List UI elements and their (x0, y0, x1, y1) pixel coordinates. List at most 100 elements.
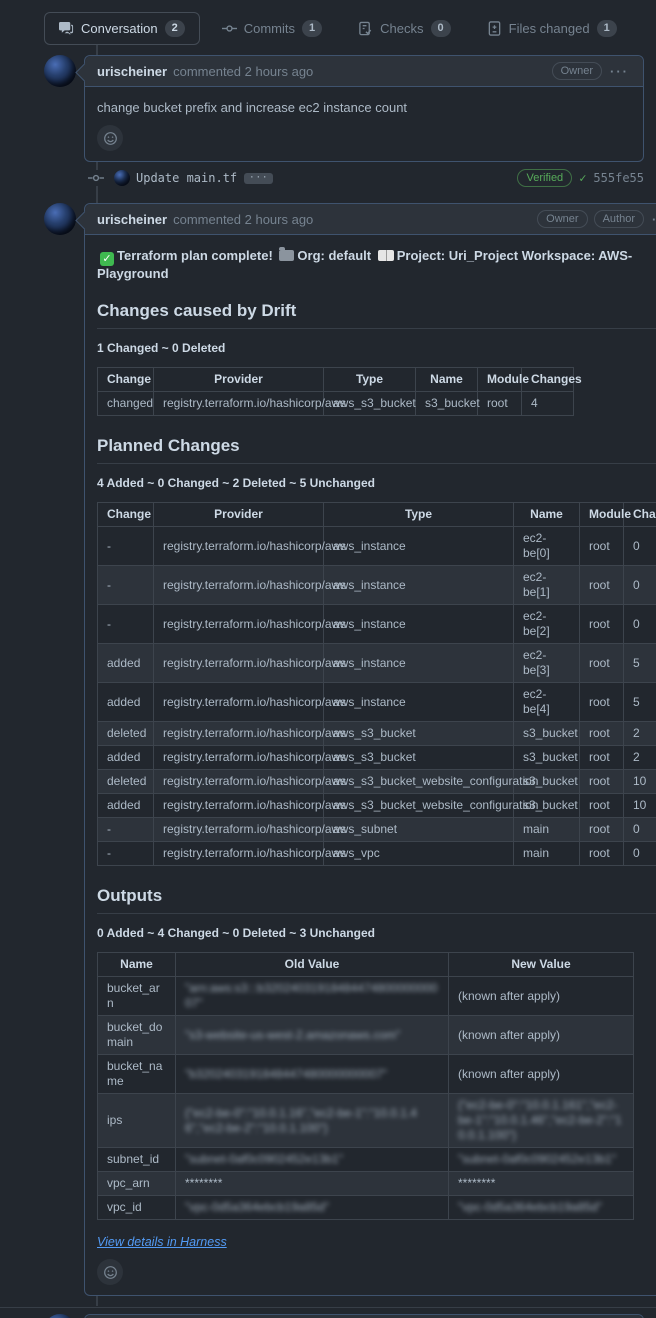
redacted-value: "s3-website-us-west-2.amazonaws.com" (185, 1027, 401, 1042)
table-cell: root (579, 643, 624, 683)
git-commit-icon (88, 170, 104, 186)
add-reaction-button[interactable] (97, 1259, 123, 1285)
table-row: vpc_arn ******** ******** (97, 1171, 634, 1196)
tab-count: 2 (164, 20, 185, 37)
table-cell: registry.terraform.io/hashicorp/aws (153, 643, 346, 683)
redacted-value: {"ec2-be-0":"10.0.1.161","ec2-be-1":"10.… (458, 1098, 622, 1142)
redacted-value: "b3202403191848447480000000007" (185, 1066, 388, 1081)
commit-expander-button[interactable]: ··· (244, 172, 274, 184)
check-mark-emoji: ✓ (100, 252, 114, 266)
table-cell: aws_s3_bucket (323, 745, 514, 770)
table-cell: {"ec2-be-0":"10.0.1.161","ec2-be-1":"10.… (448, 1093, 634, 1148)
tab-checks[interactable]: Checks 0 (344, 13, 464, 44)
verified-badge[interactable]: Verified (517, 169, 573, 187)
planned-summary: 4 Added ~ 0 Changed ~ 2 Deleted ~ 5 Unch… (97, 476, 375, 490)
table-cell: ips (97, 1093, 176, 1148)
table-cell: root (579, 841, 624, 866)
table-row: added registry.terraform.io/hashicorp/aws… (97, 745, 656, 770)
table-cell: - (97, 817, 154, 842)
table-row: - registry.terraform.io/hashicorp/aws aws_… (97, 526, 656, 566)
book-emoji (377, 250, 394, 261)
table-row: - registry.terraform.io/hashicorp/aws aws_… (97, 604, 656, 644)
table-cell: vpc_id (97, 1195, 176, 1220)
table-cell: aws_subnet (323, 817, 514, 842)
table-cell: - (97, 526, 154, 566)
table-cell: registry.terraform.io/hashicorp/aws (153, 391, 346, 416)
table-cell: aws_instance (323, 682, 514, 722)
checklist-icon (358, 21, 373, 36)
comment-header: urischeiner commented 2 hours ago Owner … (85, 204, 656, 235)
table-cell: registry.terraform.io/hashicorp/aws (153, 526, 346, 566)
plan-status-line: ✓ Terraform plan complete! Org: default P… (97, 247, 633, 281)
kebab-menu-icon[interactable]: ··· (650, 212, 656, 227)
table-cell: root (579, 565, 624, 605)
table-cell: aws_instance (323, 565, 514, 605)
kebab-menu-icon[interactable]: ··· (610, 63, 629, 79)
table-cell: ******** (175, 1171, 449, 1196)
table-row: added registry.terraform.io/hashicorp/aws… (97, 643, 656, 683)
comment-timestamp: commented 2 hours ago (173, 211, 314, 227)
table-row: vpc_id "vpc-0d5a364ebcb19a85d" "vpc-0d5a36… (97, 1195, 634, 1220)
comment-box: urischeiner commented 2 hours ago Owner … (84, 203, 656, 1296)
table-cell: "vpc-0d5a364ebcb19a85d" (448, 1195, 634, 1220)
table-header-row: Name Old Value New Value (97, 952, 634, 977)
commit-message-link[interactable]: Update main.tf (136, 171, 238, 185)
table-cell: vpc_arn (97, 1171, 176, 1196)
timeline-comment-3: urischeiner commented 2 hours ago Owner … (0, 1314, 656, 1318)
tab-files-changed[interactable]: Files changed 1 (473, 13, 631, 44)
table-cell: registry.terraform.io/hashicorp/aws (153, 682, 346, 722)
tab-commits[interactable]: Commits 1 (208, 13, 336, 44)
redacted-value: "vpc-0d5a364ebcb19a85d" (458, 1200, 602, 1214)
comment-timestamp: commented 2 hours ago (173, 63, 314, 79)
pr-tabs: Conversation 2 Commits 1 Checks 0 Files … (44, 12, 644, 45)
outputs-table: Name Old Value New Value bucket_arn "arn:aws… (97, 952, 656, 1220)
table-cell: "subnet-0af0c0902452e13b1" (175, 1147, 449, 1172)
table-cell: ******** (448, 1171, 634, 1196)
table-cell: - (97, 604, 154, 644)
commit-event: Update main.tf ··· Verified ✓ 555fe55 (0, 169, 644, 187)
avatar[interactable] (44, 1314, 76, 1318)
comment-header: urischeiner commented 2 hours ago Owner … (85, 1315, 643, 1318)
table-cell: registry.terraform.io/hashicorp/aws (153, 769, 346, 794)
column-header: Provider (153, 502, 324, 527)
file-diff-icon (487, 21, 502, 36)
table-row: changed registry.terraform.io/hashicorp/a… (97, 391, 574, 416)
table-cell: 10 (623, 769, 656, 794)
tab-label: Checks (380, 21, 424, 36)
table-cell: bucket_domain (97, 1015, 176, 1055)
author-link[interactable]: urischeiner (97, 63, 168, 79)
table-cell: s3_bucket (513, 721, 580, 746)
table-cell: 0 (623, 604, 656, 644)
author-link[interactable]: urischeiner (97, 211, 168, 227)
check-icon: ✓ (579, 171, 587, 185)
table-cell: s3_bucket (513, 745, 580, 770)
planned-changes-table: ChangeProviderTypeNameModuleChanges-regi… (97, 502, 656, 866)
table-cell: added (97, 793, 154, 818)
table-cell: ec2-be[2] (513, 604, 580, 644)
table-cell: s3_bucket (513, 769, 580, 794)
tab-conversation[interactable]: Conversation 2 (44, 12, 200, 45)
table-cell: main (513, 817, 580, 842)
column-header: Provider (153, 367, 324, 392)
view-details-link[interactable]: View details in Harness (97, 1235, 227, 1249)
table-cell: subnet_id (97, 1147, 176, 1172)
table-cell: {"ec2-be-0":"10.0.1.16","ec2-be-1":"10.0… (175, 1093, 449, 1148)
avatar[interactable] (44, 55, 76, 87)
table-cell: added (97, 682, 154, 722)
table-cell: root (579, 604, 624, 644)
table-row: - registry.terraform.io/hashicorp/aws aws_… (97, 817, 656, 842)
add-reaction-button[interactable] (97, 125, 123, 151)
outputs-summary: 0 Added ~ 4 Changed ~ 0 Deleted ~ 3 Unch… (97, 926, 375, 940)
avatar[interactable] (44, 203, 76, 235)
comment-body: change bucket prefix and increase ec2 in… (85, 87, 643, 161)
table-cell: "s3-website-us-west-2.amazonaws.com" (175, 1015, 449, 1055)
avatar[interactable] (114, 170, 130, 186)
table-row: deleted registry.terraform.io/hashicorp/a… (97, 721, 656, 746)
table-cell: registry.terraform.io/hashicorp/aws (153, 721, 346, 746)
comment-box: urischeiner commented 2 hours ago Owner … (84, 55, 644, 162)
column-header: Name (415, 367, 478, 392)
commit-sha-link[interactable]: 555fe55 (593, 171, 644, 185)
